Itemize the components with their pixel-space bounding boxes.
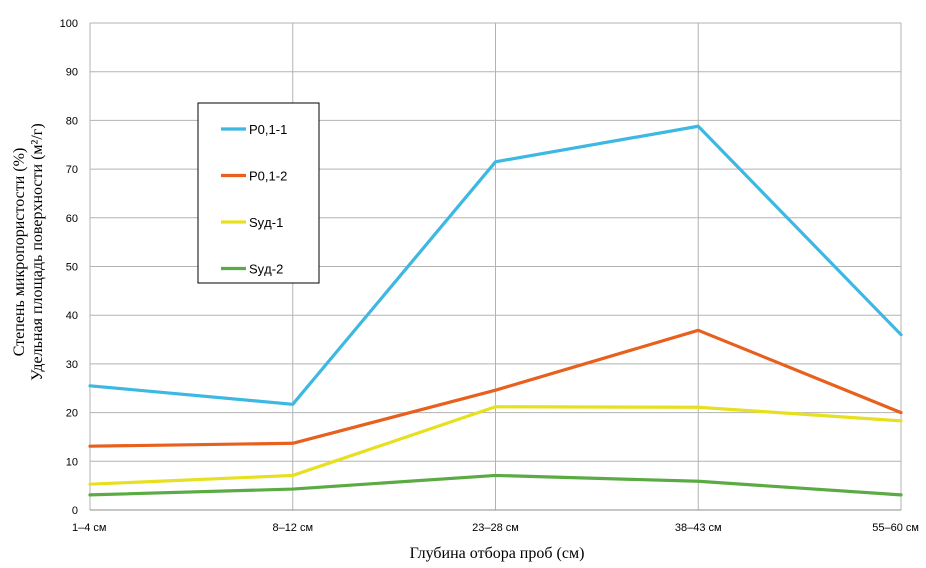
y-tick-label: 80 xyxy=(66,115,78,127)
y-tick-label: 30 xyxy=(66,359,78,371)
legend-label: P0,1-2 xyxy=(249,169,287,184)
legend-label: Syд-2 xyxy=(249,262,283,277)
x-axis-ticks: 1–4 см 8–12 см 23–28 см 38–43 см 55–60 см xyxy=(72,522,919,534)
y-tick-label: 90 xyxy=(66,67,78,79)
y-tick-label: 70 xyxy=(66,164,78,176)
legend-label: P0,1-1 xyxy=(249,122,287,137)
y-axis-title-line2: Удельная площадь поверхности (м²/г) xyxy=(29,123,46,380)
series-lines xyxy=(88,124,903,497)
y-axis-ticks: 0 10 20 30 40 50 60 70 80 90 100 xyxy=(60,18,78,517)
x-tick-label: 38–43 см xyxy=(675,522,722,534)
y-tick-label: 20 xyxy=(66,408,78,420)
legend-box xyxy=(197,102,320,284)
y-tick-label: 10 xyxy=(66,456,78,468)
y-tick-label: 40 xyxy=(66,310,78,322)
y-axis-title-line1: Степень микропористости (%) xyxy=(11,148,28,357)
y-tick-label: 60 xyxy=(66,213,78,225)
x-tick-label: 8–12 см xyxy=(272,522,313,534)
y-tick-label: 0 xyxy=(72,505,78,517)
y-tick-label: 50 xyxy=(66,262,78,274)
legend-label: Syд-1 xyxy=(249,215,283,230)
x-axis-title: Глубина отбора проб (см) xyxy=(410,545,585,562)
legend: P0,1-1 P0,1-2 Syд-1 Syд-2 xyxy=(197,102,320,284)
y-tick-label: 100 xyxy=(60,18,78,30)
x-tick-label: 1–4 см xyxy=(72,522,106,534)
x-tick-label: 55–60 см xyxy=(872,522,919,534)
x-tick-label: 23–28 см xyxy=(472,522,519,534)
